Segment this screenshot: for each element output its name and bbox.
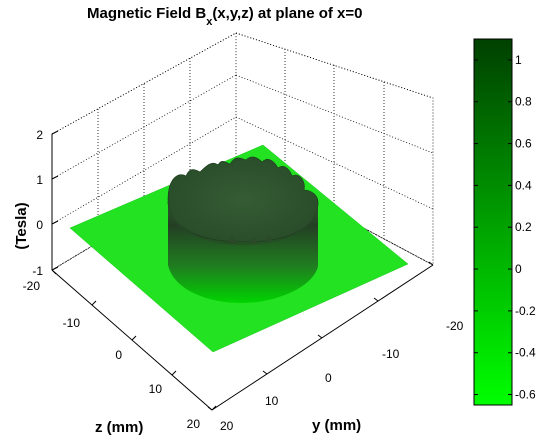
chart-title: Magnetic Field Bx(x,y,z) at plane of x=0 xyxy=(87,5,363,28)
vtick-2: 1 xyxy=(36,173,43,187)
vtick-3: 2 xyxy=(36,128,43,142)
ztick-2: 0 xyxy=(115,348,122,362)
z-mm-tick-labels: -20 -10 0 10 20 xyxy=(23,279,201,431)
colorbar-tick-label: -0.4 xyxy=(515,346,536,360)
colorbar-tick-label: 0.8 xyxy=(515,95,532,109)
y-axis-label: y (mm) xyxy=(312,417,361,434)
z-axis-label: (Tesla) xyxy=(13,202,30,249)
ytick-1: -10 xyxy=(382,347,400,361)
ztick-0: -20 xyxy=(23,279,41,293)
vertical-tick-labels: -1 0 1 2 xyxy=(32,128,43,278)
surface-cylinder-rim xyxy=(167,201,319,245)
colorbar-tick-label: 0.4 xyxy=(515,178,532,192)
colorbar-tick-label: 0.6 xyxy=(515,137,532,151)
colorbar-tick-label: 1 xyxy=(515,53,522,67)
title-suffix: (x,y,z) at plane of x=0 xyxy=(212,5,362,22)
ytick-2: 0 xyxy=(325,371,332,385)
colorbar-tick-label: -0.6 xyxy=(515,388,536,402)
surface-cylinder-top xyxy=(167,156,319,243)
colorbar-gradient xyxy=(473,38,513,406)
title-prefix: Magnetic Field B xyxy=(87,5,206,22)
axes xyxy=(51,130,434,411)
colorbar-ticks: 1 0.8 0.6 0.4 0.2 0 -0.2 -0.4 -0.6 xyxy=(474,53,536,402)
vtick-1: 0 xyxy=(36,218,43,232)
x-axis-label: z (mm) xyxy=(95,419,143,436)
ytick-4: 20 xyxy=(220,419,234,433)
ztick-1: -10 xyxy=(63,316,81,330)
ztick-3: 10 xyxy=(149,382,163,396)
title-subscript: x xyxy=(206,16,213,28)
colorbar-tick-label: -0.2 xyxy=(515,304,536,318)
vtick-0: -1 xyxy=(32,264,43,278)
colorbar: 1 0.8 0.6 0.4 0.2 0 -0.2 -0.4 -0.6 xyxy=(473,38,536,406)
surface-cylinder-front-bumps xyxy=(227,235,273,245)
ytick-0: -20 xyxy=(446,319,464,333)
y-mm-tick-labels: -20 -10 0 10 20 xyxy=(220,319,464,433)
colorbar-tick-label: 0.2 xyxy=(515,220,532,234)
colorbar-tick-label: 0 xyxy=(515,262,522,276)
ztick-4: 20 xyxy=(187,417,201,431)
ytick-3: 10 xyxy=(265,394,279,408)
